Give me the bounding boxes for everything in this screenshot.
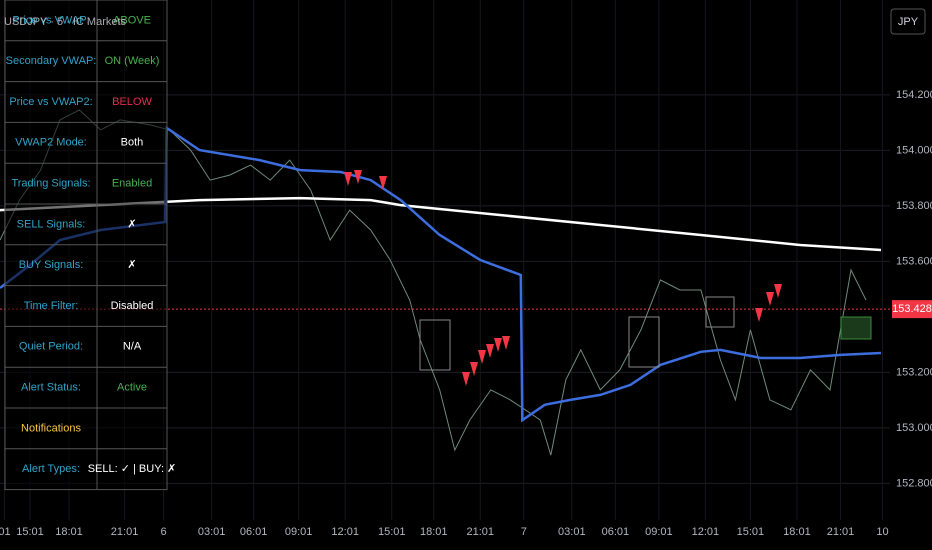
panel-label: Alert Types: <box>22 463 80 475</box>
panel-label: BUY Signals: <box>19 259 84 271</box>
panel-value: SELL: ✓ | BUY: ✗ <box>88 463 177 475</box>
panel-value: BELOW <box>112 96 152 108</box>
panel-value: ✗ <box>127 259 136 271</box>
currency-button-label[interactable]: JPY <box>898 16 919 28</box>
x-tick-label: 21:01 <box>111 526 139 538</box>
x-tick-label: 6 <box>161 526 167 538</box>
x-tick-label: 21:01 <box>827 526 855 538</box>
panel-label: Alert Status: <box>21 382 81 394</box>
x-tick-label: 7 <box>521 526 527 538</box>
x-tick-label: 09:01 <box>645 526 673 538</box>
x-tick-label: 09:01 <box>285 526 313 538</box>
x-tick-label: 06:01 <box>240 526 268 538</box>
y-tick-label: 153.000 <box>896 422 932 434</box>
panel-label: Quiet Period: <box>19 341 83 353</box>
y-tick-label: 152.800 <box>896 477 932 489</box>
x-tick-label: 12:01 <box>692 526 720 538</box>
x-tick-label: 10 <box>876 526 888 538</box>
panel-value: Disabled <box>111 300 154 312</box>
panel-value: N/A <box>123 341 142 353</box>
price-axis <box>890 0 932 550</box>
panel-value: Enabled <box>112 178 152 190</box>
last-price-label: 153.428 <box>892 303 932 315</box>
x-tick-label: 15:01 <box>16 526 44 538</box>
sell-marker <box>462 336 510 386</box>
panel-value: ✗ <box>127 218 136 230</box>
sell-markers <box>344 170 782 386</box>
status-panel: Price vs VWAP: ABOVE Secondary VWAP: ON (We… <box>4 0 177 491</box>
currency-button[interactable] <box>890 8 926 35</box>
range-box <box>840 316 872 340</box>
x-tick-label: 06:01 <box>602 526 630 538</box>
x-tick-label: 18:01 <box>420 526 448 538</box>
panel-value: ON (Week) <box>105 55 160 67</box>
y-tick-label: 154.000 <box>896 144 932 156</box>
panel-label: Notifications <box>21 422 81 434</box>
x-tick-label: 18:01 <box>783 526 811 538</box>
x-tick-label: 15:01 <box>378 526 406 538</box>
panel-label: SELL Signals: <box>17 218 86 230</box>
range-box <box>705 296 735 328</box>
panel-label: Price vs VWAP: <box>12 14 89 26</box>
x-tick-label: 01 <box>0 526 11 538</box>
y-tick-label: 153.600 <box>896 255 932 267</box>
sell-marker <box>755 284 782 322</box>
panel-label: VWAP2 Mode: <box>15 137 87 149</box>
last-price-box <box>892 300 932 319</box>
panel-value: Active <box>117 382 147 394</box>
panel-label: Trading Signals: <box>11 178 90 190</box>
x-tick-label: 03:01 <box>198 526 226 538</box>
sell-marker <box>344 170 387 190</box>
panel-value: ABOVE <box>113 14 151 26</box>
symbol-label: USDJPY · 5 · IC Markets <box>4 16 127 28</box>
panel-label: Time Filter: <box>24 300 79 312</box>
y-tick-label: 153.200 <box>896 366 932 378</box>
x-tick-label: 12:01 <box>331 526 359 538</box>
x-tick-label: 18:01 <box>55 526 83 538</box>
panel-label: Price vs VWAP2: <box>9 96 92 108</box>
panel-value: Both <box>121 137 144 149</box>
x-tick-label: 03:01 <box>558 526 586 538</box>
boxes <box>419 296 872 371</box>
x-tick-label: 15:01 <box>737 526 765 538</box>
x-tick-label: 21:01 <box>467 526 495 538</box>
range-box <box>628 316 660 368</box>
y-tick-label: 153.800 <box>896 200 932 212</box>
panel-label: Secondary VWAP: <box>6 55 97 67</box>
y-tick-label: 154.200 <box>896 89 932 101</box>
range-box <box>419 319 451 371</box>
